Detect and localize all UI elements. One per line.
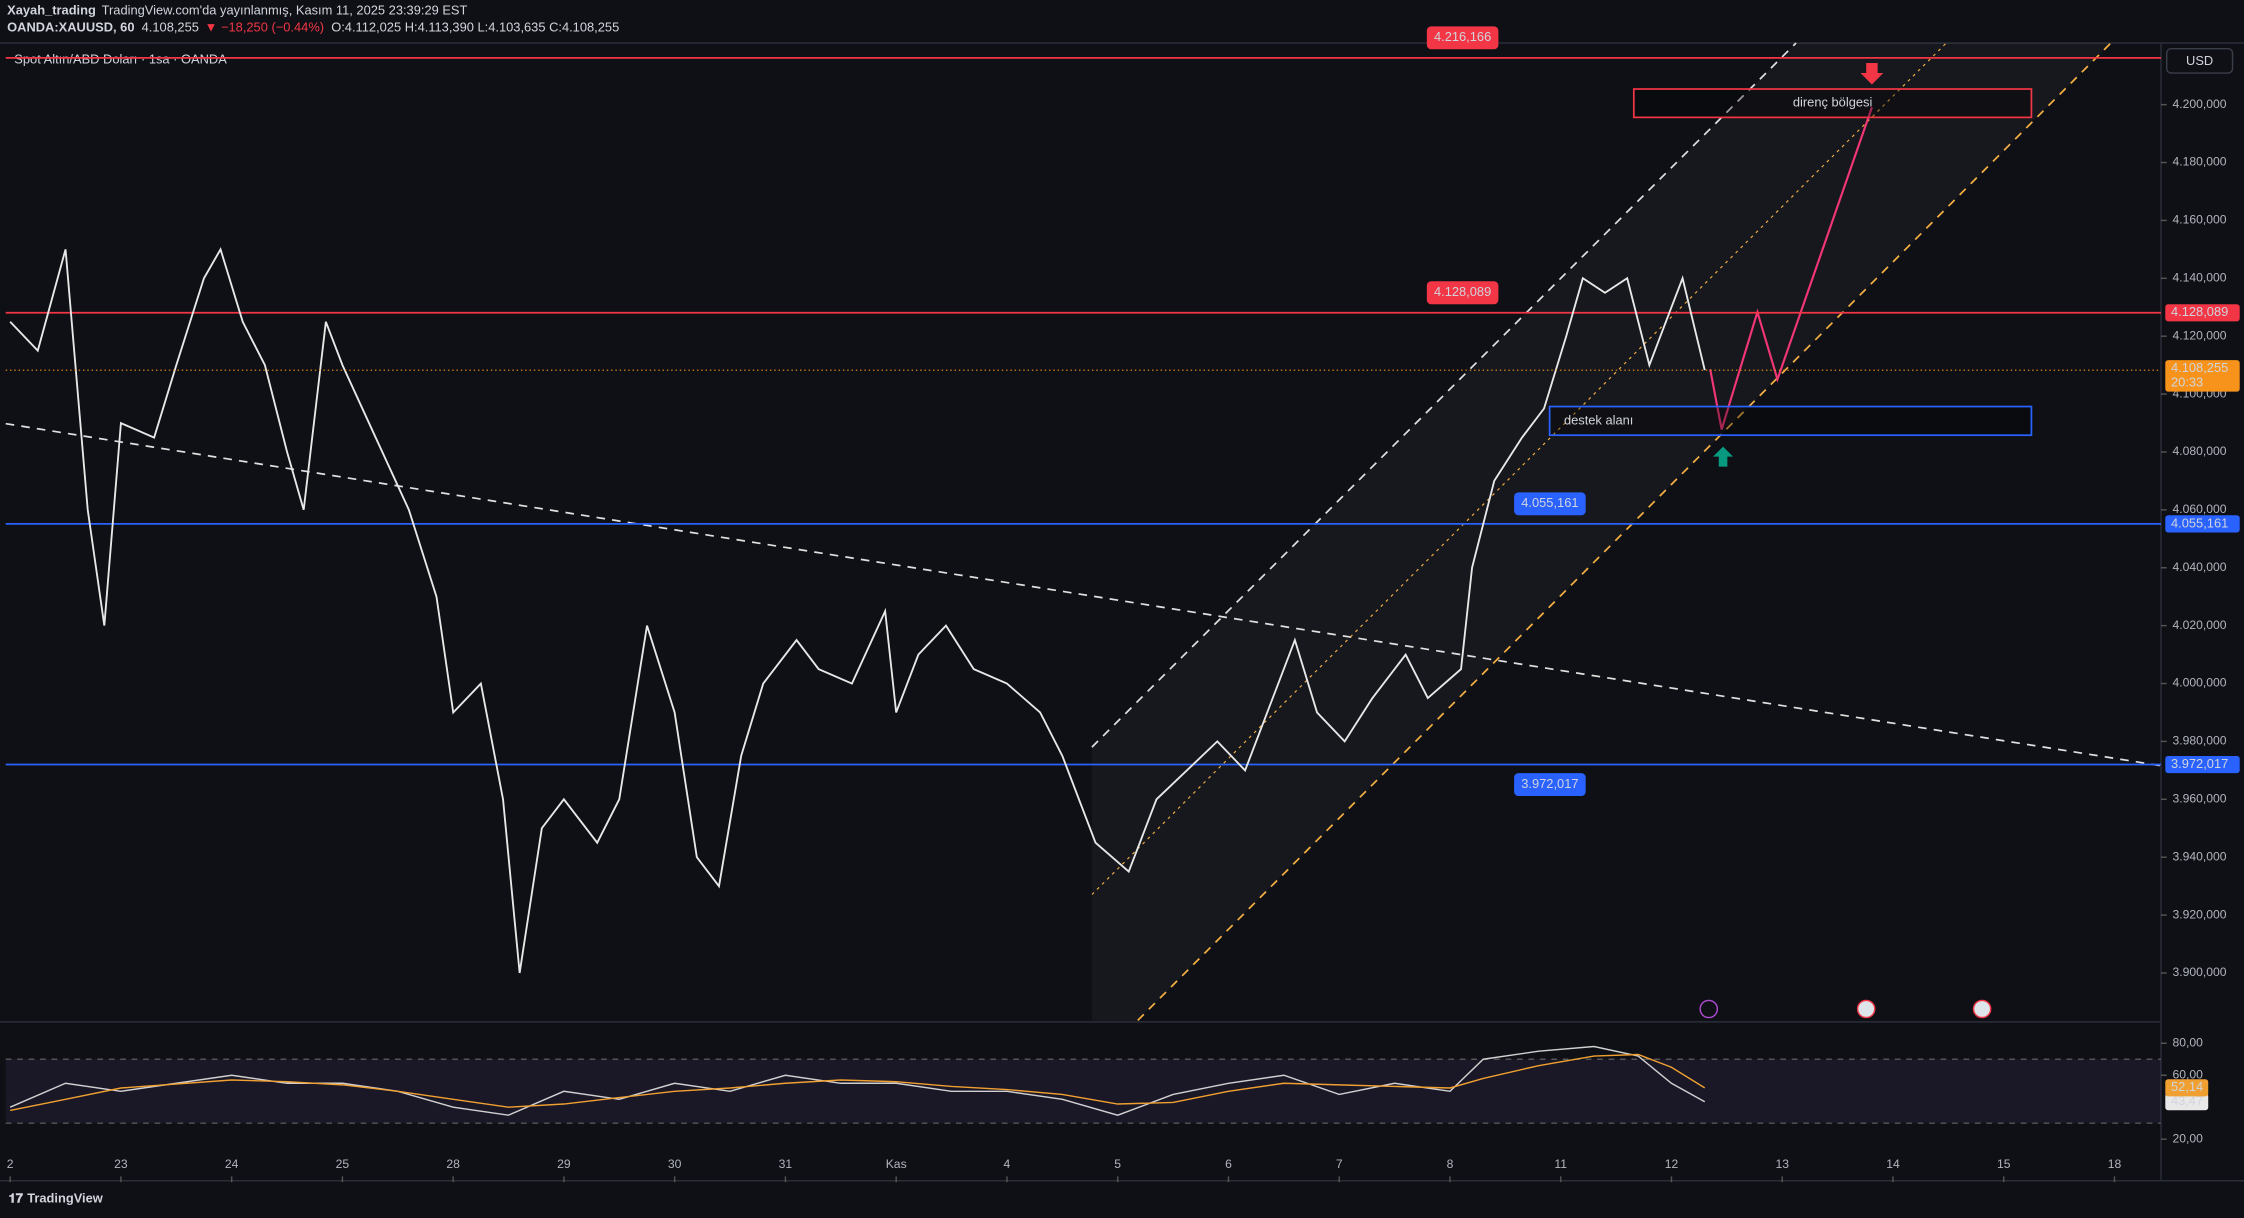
up-arrow (1713, 446, 1734, 467)
x-tick-label: 30 (668, 1157, 682, 1171)
x-tick-label: 28 (446, 1157, 460, 1171)
x-tick-label: 24 (225, 1157, 239, 1171)
x-tick-label: 15 (1997, 1157, 2011, 1171)
last: 4.108,255 (142, 20, 199, 35)
down-arrow (1860, 63, 1884, 85)
level-tag (1514, 492, 1586, 516)
x-tick-label: 23 (114, 1157, 128, 1171)
y-tick-label: 3.960,000 (2172, 792, 2226, 806)
last-price-tag (2165, 360, 2240, 392)
zone-label: destek alanı (1564, 412, 1633, 427)
level-tag-label: 3.972,017 (1521, 776, 1578, 791)
y-tick-label: 4.020,000 (2172, 618, 2226, 632)
level-axis-tag (2165, 755, 2240, 774)
price-line (9, 247, 1706, 974)
y-tick-label: 4.200,000 (2172, 97, 2226, 111)
event-icon (1699, 999, 1719, 1019)
x-tick-label: 25 (336, 1157, 350, 1171)
level-axis-tag (2165, 304, 2240, 322)
x-tick-label: 31 (779, 1157, 793, 1171)
rsi-line (9, 1045, 1706, 1116)
y-tick-label: 4.040,000 (2172, 560, 2226, 574)
trendline (5, 422, 2162, 767)
zone (1632, 88, 2033, 119)
rsi-tick-label: 20,00 (2172, 1131, 2203, 1145)
level-tag (1426, 26, 1499, 50)
channel-lower (1137, 42, 2112, 1022)
y-tick-label: 4.080,000 (2172, 444, 2226, 458)
channel-upper (1091, 42, 1797, 748)
x-tick-label: 5 (1114, 1157, 1121, 1171)
x-tick-label: 8 (1447, 1157, 1454, 1171)
level-axis-tag (2165, 515, 2240, 533)
y-tick-label: 3.980,000 (2172, 734, 2226, 748)
logo: 𝟏𝟕 TradingView (9, 1191, 104, 1206)
y-tick-label: 4.160,000 (2172, 213, 2226, 227)
rsi-band-fill (5, 1059, 2161, 1124)
level-tag (1514, 773, 1586, 797)
x-tick-label: 29 (557, 1157, 571, 1171)
y-tick-label: 3.940,000 (2172, 849, 2226, 863)
x-tick-label: Kas (886, 1157, 907, 1171)
rsi-last-label: 43,47 (2171, 1093, 2203, 1108)
x-tick-label: 12 (1665, 1157, 1679, 1171)
y-tick-label: 4.000,000 (2172, 676, 2226, 690)
chart-title: Spot Altın/ABD Doları · 1sa · OANDA (14, 52, 227, 67)
level-axis-label: 3.972,017 (2171, 756, 2228, 771)
change: ▼ −18,250 (−0.44%) (205, 20, 324, 35)
symbol: OANDA:XAUUSD, 60 (7, 20, 134, 35)
x-tick-label: 6 (1225, 1157, 1232, 1171)
x-tick-label: 11 (1554, 1157, 1567, 1171)
y-tick-label: 4.180,000 (2172, 155, 2226, 169)
countdown: 20:33 (2171, 374, 2203, 389)
currency-box (2166, 48, 2234, 74)
author-name: Xayah_trading (7, 3, 96, 18)
x-tick-label: 18 (2108, 1157, 2122, 1171)
logo-mark: 𝟏𝟕 (9, 1191, 24, 1206)
level-tag-label: 4.216,166 (1434, 29, 1491, 44)
author: Xayah_trading TradingView.com'da yayınlan… (7, 3, 467, 18)
ohlc: O:4.112,025 H:4.113,390 L:4.103,635 C:4.… (331, 20, 619, 35)
x-tick-label: 4 (1004, 1157, 1011, 1171)
logo-text: TradingView (27, 1191, 104, 1206)
rsi-last-label: 52,14 (2171, 1079, 2203, 1094)
x-tick-label: 2 (7, 1157, 14, 1171)
symbol-line: OANDA:XAUUSD, 60 4.108,255 ▼ −18,250 (−0.4… (7, 20, 619, 35)
channel-mid (1091, 42, 1947, 895)
level-tag-label: 4.055,161 (1521, 495, 1578, 510)
y-tick-label: 3.900,000 (2172, 965, 2226, 979)
rsi-line (10, 1053, 1706, 1112)
published: TradingView.com'da yayınlanmış, Kasım 11… (102, 3, 468, 18)
rsi-tick-label: 80,00 (2172, 1036, 2203, 1050)
zone (1548, 405, 2033, 437)
x-tick-label: 14 (1886, 1157, 1900, 1171)
rsi-last-tag (2165, 1093, 2209, 1111)
currency: USD (2186, 53, 2213, 68)
level-tag-label: 4.128,089 (1434, 284, 1491, 299)
rsi-last-tag (2165, 1079, 2209, 1097)
event-icon (1972, 999, 1992, 1019)
rsi-tick-label: 60,00 (2172, 1067, 2203, 1081)
zone-label: direnç bölgesi (1793, 95, 1872, 110)
y-tick-label: 3.920,000 (2172, 907, 2226, 921)
y-tick-label: 4.140,000 (2172, 271, 2226, 285)
level-axis-label: 4.128,089 (2171, 304, 2228, 319)
x-tick-label: 13 (1775, 1157, 1789, 1171)
y-tick-label: 4.120,000 (2172, 328, 2226, 342)
y-tick-label: 4.060,000 (2172, 502, 2226, 516)
event-icon (1856, 999, 1876, 1019)
x-tick-label: 7 (1336, 1157, 1343, 1171)
last-price-label: 4.108,255 (2171, 360, 2228, 375)
level-axis-label: 4.055,161 (2171, 515, 2228, 530)
level-tag (1426, 281, 1499, 305)
